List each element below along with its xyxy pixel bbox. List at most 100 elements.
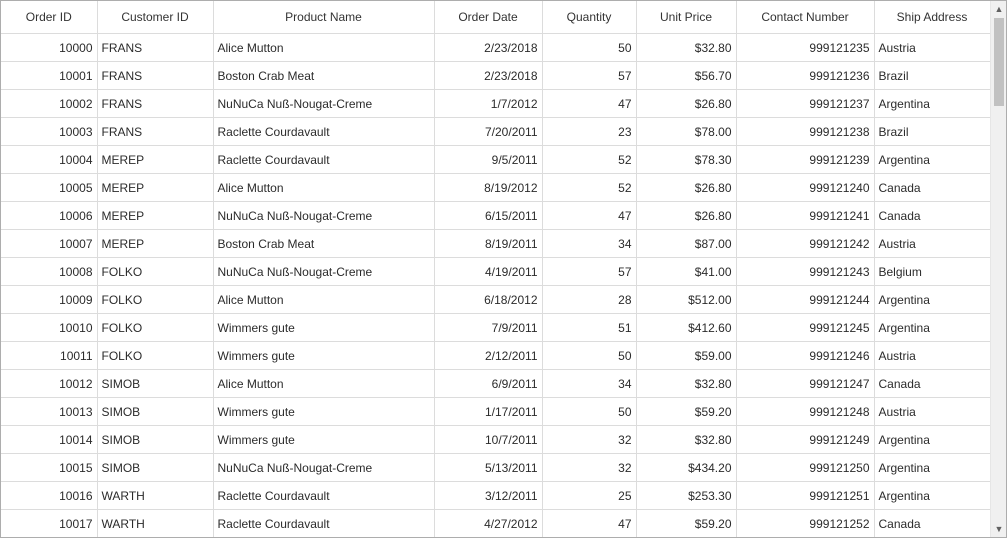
cell-quantity[interactable]: 50 [542, 33, 637, 62]
cell-unit-price[interactable]: $26.80 [636, 201, 737, 230]
column-header-quantity[interactable]: Quantity [542, 1, 637, 34]
cell-quantity[interactable]: 52 [542, 173, 637, 202]
cell-ship-address[interactable]: Argentina [874, 145, 990, 174]
cell-order-id[interactable]: 10007 [1, 229, 98, 258]
cell-order-date[interactable]: 2/12/2011 [434, 341, 543, 370]
cell-product-name[interactable]: Raclette Courdavault [213, 117, 435, 146]
cell-product-name[interactable]: Wimmers gute [213, 397, 435, 426]
cell-unit-price[interactable]: $32.80 [636, 369, 737, 398]
cell-unit-price[interactable]: $412.60 [636, 313, 737, 342]
cell-ship-address[interactable]: Argentina [874, 285, 990, 314]
cell-unit-price[interactable]: $253.30 [636, 481, 737, 510]
cell-customer-id[interactable]: FRANS [97, 117, 214, 146]
cell-order-id[interactable]: 10012 [1, 369, 98, 398]
cell-unit-price[interactable]: $32.80 [636, 33, 737, 62]
cell-quantity[interactable]: 47 [542, 201, 637, 230]
cell-contact-number[interactable]: 999121235 [736, 33, 875, 62]
cell-customer-id[interactable]: SIMOB [97, 369, 214, 398]
cell-product-name[interactable]: NuNuCa Nuß-Nougat-Creme [213, 89, 435, 118]
cell-customer-id[interactable]: FOLKO [97, 313, 214, 342]
cell-unit-price[interactable]: $59.00 [636, 341, 737, 370]
cell-ship-address[interactable]: Austria [874, 397, 990, 426]
cell-product-name[interactable]: NuNuCa Nuß-Nougat-Creme [213, 201, 435, 230]
cell-ship-address[interactable]: Argentina [874, 313, 990, 342]
cell-order-id[interactable]: 10010 [1, 313, 98, 342]
cell-product-name[interactable]: Wimmers gute [213, 341, 435, 370]
cell-contact-number[interactable]: 999121245 [736, 313, 875, 342]
cell-customer-id[interactable]: FOLKO [97, 285, 214, 314]
cell-contact-number[interactable]: 999121242 [736, 229, 875, 258]
cell-order-date[interactable]: 8/19/2011 [434, 229, 543, 258]
cell-unit-price[interactable]: $56.70 [636, 61, 737, 90]
cell-order-id[interactable]: 10014 [1, 425, 98, 454]
cell-order-id[interactable]: 10015 [1, 453, 98, 482]
cell-ship-address[interactable]: Austria [874, 33, 990, 62]
cell-unit-price[interactable]: $78.30 [636, 145, 737, 174]
table-row[interactable]: 10011 FOLKO Wimmers gute 2/12/2011 50 $59.00 9… [1, 341, 990, 370]
cell-customer-id[interactable]: FRANS [97, 61, 214, 90]
cell-quantity[interactable]: 34 [542, 229, 637, 258]
column-header-customer-id[interactable]: Customer ID [97, 1, 214, 34]
cell-order-id[interactable]: 10011 [1, 341, 98, 370]
cell-order-id[interactable]: 10013 [1, 397, 98, 426]
cell-unit-price[interactable]: $59.20 [636, 397, 737, 426]
table-row[interactable]: 10016 WARTH Raclette Courdavault 3/12/2011 2… [1, 481, 990, 510]
cell-order-date[interactable]: 7/20/2011 [434, 117, 543, 146]
cell-quantity[interactable]: 51 [542, 313, 637, 342]
cell-quantity[interactable]: 34 [542, 369, 637, 398]
cell-product-name[interactable]: Raclette Courdavault [213, 145, 435, 174]
cell-order-id[interactable]: 10017 [1, 509, 98, 537]
cell-product-name[interactable]: Raclette Courdavault [213, 481, 435, 510]
cell-unit-price[interactable]: $512.00 [636, 285, 737, 314]
cell-order-date[interactable]: 6/18/2012 [434, 285, 543, 314]
cell-quantity[interactable]: 47 [542, 509, 637, 537]
cell-ship-address[interactable]: Canada [874, 509, 990, 537]
cell-contact-number[interactable]: 999121240 [736, 173, 875, 202]
cell-contact-number[interactable]: 999121243 [736, 257, 875, 286]
cell-ship-address[interactable]: Argentina [874, 89, 990, 118]
cell-ship-address[interactable]: Austria [874, 229, 990, 258]
cell-product-name[interactable]: Alice Mutton [213, 369, 435, 398]
chevron-down-icon[interactable]: ▼ [994, 524, 1004, 534]
cell-customer-id[interactable]: MEREP [97, 229, 214, 258]
cell-ship-address[interactable]: Belgium [874, 257, 990, 286]
cell-order-id[interactable]: 10006 [1, 201, 98, 230]
cell-order-date[interactable]: 6/9/2011 [434, 369, 543, 398]
cell-contact-number[interactable]: 999121239 [736, 145, 875, 174]
cell-order-id[interactable]: 10008 [1, 257, 98, 286]
cell-quantity[interactable]: 23 [542, 117, 637, 146]
cell-contact-number[interactable]: 999121251 [736, 481, 875, 510]
cell-contact-number[interactable]: 999121247 [736, 369, 875, 398]
cell-product-name[interactable]: Wimmers gute [213, 313, 435, 342]
cell-unit-price[interactable]: $41.00 [636, 257, 737, 286]
cell-contact-number[interactable]: 999121252 [736, 509, 875, 537]
cell-customer-id[interactable]: FOLKO [97, 257, 214, 286]
cell-customer-id[interactable]: SIMOB [97, 425, 214, 454]
cell-customer-id[interactable]: FOLKO [97, 341, 214, 370]
cell-ship-address[interactable]: Argentina [874, 453, 990, 482]
column-header-product-name[interactable]: Product Name [213, 1, 435, 34]
cell-order-date[interactable]: 4/19/2011 [434, 257, 543, 286]
cell-order-id[interactable]: 10003 [1, 117, 98, 146]
table-row[interactable]: 10008 FOLKO NuNuCa Nuß-Nougat-Creme 4/19/20… [1, 257, 990, 286]
cell-product-name[interactable]: Raclette Courdavault [213, 509, 435, 537]
cell-order-date[interactable]: 9/5/2011 [434, 145, 543, 174]
table-row[interactable]: 10002 FRANS NuNuCa Nuß-Nougat-Creme 1/7/201… [1, 89, 990, 118]
table-row[interactable]: 10000 FRANS Alice Mutton 2/23/2018 50 $32.80 9… [1, 33, 990, 62]
cell-order-date[interactable]: 4/27/2012 [434, 509, 543, 537]
cell-unit-price[interactable]: $26.80 [636, 89, 737, 118]
cell-ship-address[interactable]: Canada [874, 173, 990, 202]
cell-ship-address[interactable]: Argentina [874, 481, 990, 510]
cell-order-date[interactable]: 2/23/2018 [434, 61, 543, 90]
table-row[interactable]: 10007 MEREP Boston Crab Meat 8/19/2011 34 $87… [1, 229, 990, 258]
cell-product-name[interactable]: Alice Mutton [213, 33, 435, 62]
table-row[interactable]: 10005 MEREP Alice Mutton 8/19/2012 52 $26.80 9… [1, 173, 990, 202]
cell-order-id[interactable]: 10001 [1, 61, 98, 90]
cell-contact-number[interactable]: 999121248 [736, 397, 875, 426]
cell-quantity[interactable]: 52 [542, 145, 637, 174]
cell-quantity[interactable]: 50 [542, 397, 637, 426]
vertical-scrollbar[interactable]: ▲ ▼ [990, 1, 1006, 537]
cell-contact-number[interactable]: 999121250 [736, 453, 875, 482]
cell-contact-number[interactable]: 999121249 [736, 425, 875, 454]
column-header-order-id[interactable]: Order ID [1, 1, 98, 34]
